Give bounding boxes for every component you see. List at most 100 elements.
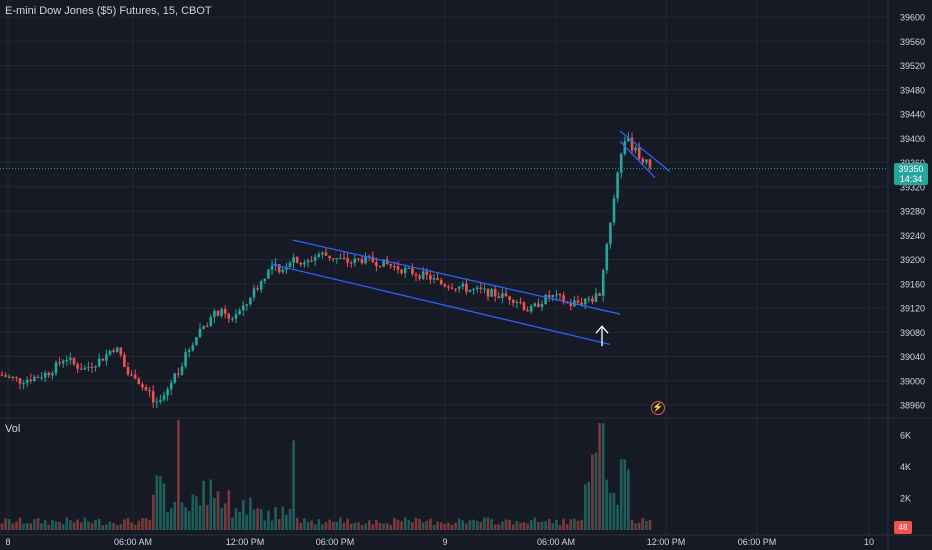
candle-body xyxy=(177,373,180,375)
candle-body xyxy=(403,267,407,274)
volume-bar xyxy=(72,522,76,530)
volume-bar xyxy=(209,479,213,530)
candle-body xyxy=(627,137,630,142)
candle-body xyxy=(22,383,25,385)
volume-bar xyxy=(205,505,209,530)
volume-bar xyxy=(36,518,40,530)
candle-body xyxy=(69,357,72,361)
volume-bar xyxy=(591,454,594,530)
candle-body xyxy=(529,306,533,312)
volume-bar xyxy=(288,508,292,530)
volume-bar xyxy=(285,514,288,530)
volume-tick-label: 4K xyxy=(900,462,911,472)
volume-bar xyxy=(403,517,407,530)
volume-bar xyxy=(259,508,263,530)
candle-body xyxy=(493,289,497,297)
volume-bar xyxy=(162,483,166,530)
candle-body xyxy=(0,374,4,376)
volume-bar xyxy=(522,522,526,530)
candle-body xyxy=(47,372,51,376)
candle-body xyxy=(537,303,540,307)
candle-body xyxy=(472,288,475,290)
candle-body xyxy=(616,172,619,199)
candle-body xyxy=(421,271,425,279)
volume-bar xyxy=(249,497,252,530)
x-tick-label: 10 xyxy=(864,537,874,547)
volume-bar xyxy=(576,520,580,530)
volume-bar xyxy=(346,518,349,530)
candle-body xyxy=(418,275,421,279)
volume-bar xyxy=(119,524,123,530)
candle-body xyxy=(486,288,490,297)
volume-bar xyxy=(609,493,612,530)
volume-bar xyxy=(483,517,486,530)
y-tick-label: 39600 xyxy=(900,13,925,23)
candle-body xyxy=(29,379,33,381)
volume-bar xyxy=(612,492,616,530)
y-tick-label: 39120 xyxy=(900,304,925,314)
volume-bar xyxy=(367,520,371,530)
volume-bar xyxy=(508,520,511,530)
volume-bar xyxy=(292,440,295,530)
candle-body xyxy=(187,350,191,352)
candle-body xyxy=(594,293,598,302)
candle-body xyxy=(565,302,569,304)
volume-bar xyxy=(465,523,468,530)
candle-body xyxy=(375,262,378,267)
candle-body xyxy=(101,358,105,361)
volume-bar xyxy=(393,517,396,530)
candle-body xyxy=(367,256,371,258)
volume-bar xyxy=(450,524,454,530)
candle-body xyxy=(321,252,324,255)
channel-line xyxy=(292,239,621,315)
candle-body xyxy=(414,274,418,276)
volume-bar xyxy=(641,518,645,530)
candle-body xyxy=(144,387,148,391)
chart-title: E-mini Dow Jones ($5) Futures, 15, CBOT xyxy=(5,5,212,17)
candle-body xyxy=(15,377,18,379)
candle-body xyxy=(389,264,393,267)
candle-body xyxy=(612,198,616,223)
candle-body xyxy=(234,314,238,319)
candle-body xyxy=(209,317,213,326)
volume-bar xyxy=(601,423,605,530)
lightning-icon[interactable]: ⚡ xyxy=(651,401,665,415)
candle-body xyxy=(288,262,292,267)
volume-bar xyxy=(231,517,234,530)
volume-bar xyxy=(371,524,375,530)
x-tick-label: 8 xyxy=(5,537,10,547)
volume-bar xyxy=(439,522,443,530)
candle-body xyxy=(504,293,508,297)
candle-body xyxy=(339,257,342,259)
candle-body xyxy=(558,294,562,296)
candle-body xyxy=(439,279,443,285)
candle-body xyxy=(43,372,47,378)
volume-bar xyxy=(191,494,195,530)
volume-bar xyxy=(457,518,461,530)
volume-bar xyxy=(234,508,238,530)
volume-bar xyxy=(331,521,335,530)
volume-bar xyxy=(180,502,184,530)
volume-bar xyxy=(537,521,540,530)
candle-body xyxy=(310,260,313,262)
candle-body xyxy=(241,305,245,311)
volume-bar xyxy=(627,469,630,530)
volume-bar xyxy=(432,524,436,530)
volume-bar xyxy=(486,517,490,530)
candle-body xyxy=(220,309,223,316)
volume-bar xyxy=(144,518,148,530)
volume-bar xyxy=(637,522,641,530)
volume-bar xyxy=(29,523,33,530)
volume-bar xyxy=(418,518,421,530)
volume-bar xyxy=(619,459,623,530)
volume-bar xyxy=(558,525,562,530)
volume-bar xyxy=(299,522,303,530)
candle-body xyxy=(61,360,65,364)
candle-body xyxy=(18,378,22,384)
volume-bar xyxy=(587,481,591,530)
candle-body xyxy=(198,328,202,338)
volume-bar xyxy=(357,522,360,530)
candle-body xyxy=(569,302,573,307)
volume-bar xyxy=(123,519,126,530)
